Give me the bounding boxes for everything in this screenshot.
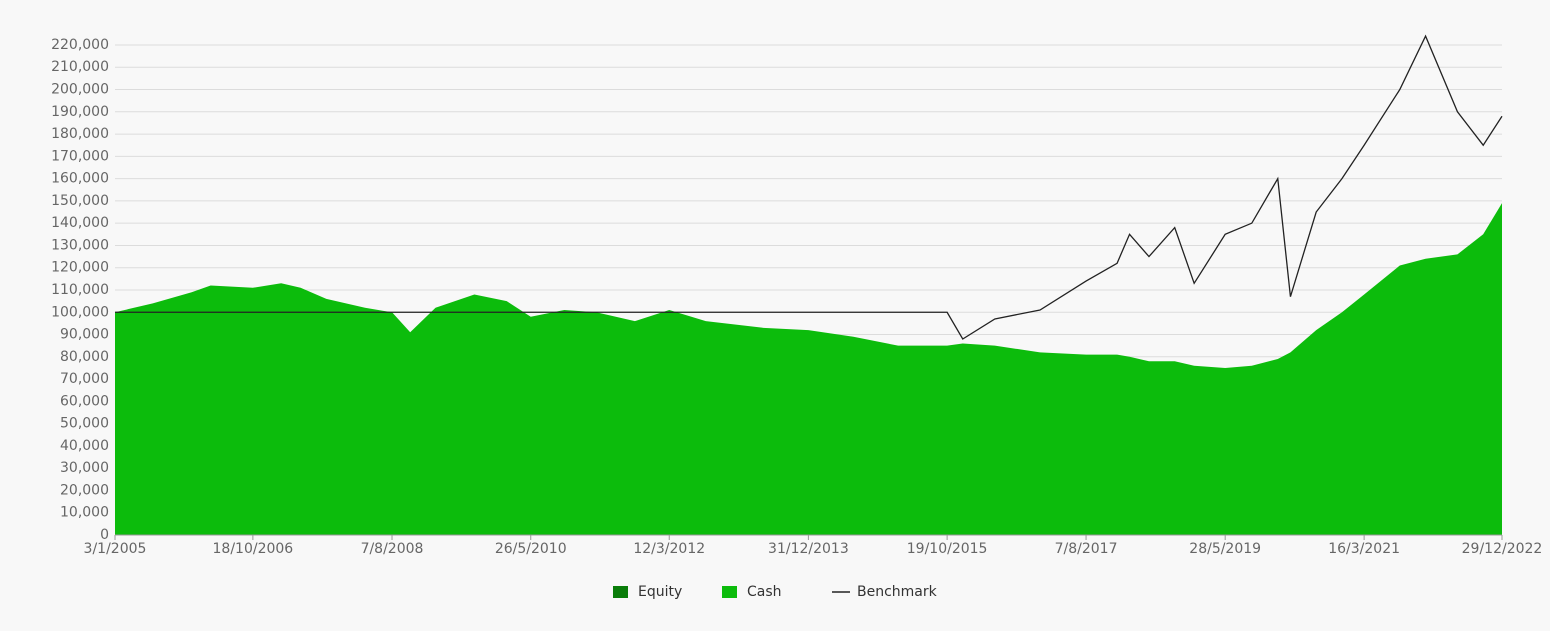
legend-swatch — [613, 586, 628, 598]
y-tick-label: 200,000 — [51, 82, 109, 98]
legend-label: Cash — [747, 584, 782, 600]
y-tick-label: 40,000 — [60, 438, 109, 454]
x-tick-label: 29/12/2022 — [1462, 541, 1543, 557]
y-tick-label: 220,000 — [51, 37, 109, 53]
y-tick-label: 160,000 — [51, 171, 109, 187]
y-tick-label: 180,000 — [51, 126, 109, 142]
y-tick-label: 20,000 — [60, 482, 109, 498]
y-tick-label: 80,000 — [60, 349, 109, 365]
y-tick-label: 110,000 — [51, 282, 109, 298]
x-tick-label: 12/3/2012 — [633, 541, 705, 557]
x-tick-label: 26/5/2010 — [495, 541, 567, 557]
y-tick-label: 10,000 — [60, 505, 109, 521]
area — [115, 203, 1502, 535]
legend-label: Equity — [638, 584, 682, 600]
y-tick-label: 190,000 — [51, 104, 109, 120]
y-tick-label: 120,000 — [51, 260, 109, 276]
line — [115, 34, 1503, 340]
y-tick-label: 140,000 — [51, 215, 109, 231]
x-tick-label: 28/5/2019 — [1189, 541, 1261, 557]
x-tick-label: 7/8/2017 — [1055, 541, 1118, 557]
y-tick-label: 0 — [100, 527, 109, 543]
x-tick-label: 18/10/2006 — [213, 541, 294, 557]
x-tick-label: 3/1/2005 — [84, 541, 147, 557]
legend-label: Benchmark — [857, 584, 938, 600]
x-tick-label: 16/3/2021 — [1328, 541, 1400, 557]
y-tick-label: 170,000 — [51, 148, 109, 164]
y-tick-label: 30,000 — [60, 460, 109, 476]
y-tick-label: 150,000 — [51, 193, 109, 209]
y-tick-label: 100,000 — [51, 304, 109, 320]
y-tick-label: 50,000 — [60, 416, 109, 432]
x-tick-label: 31/12/2013 — [768, 541, 849, 557]
x-tick-label: 7/8/2008 — [361, 541, 424, 557]
y-tick-label: 60,000 — [60, 393, 109, 409]
legend-swatch — [722, 586, 737, 598]
y-tick-label: 130,000 — [51, 237, 109, 253]
y-tick-label: 70,000 — [60, 371, 109, 387]
y-tick-label: 210,000 — [51, 59, 109, 75]
y-tick-label: 90,000 — [60, 327, 109, 343]
x-tick-label: 19/10/2015 — [907, 541, 988, 557]
